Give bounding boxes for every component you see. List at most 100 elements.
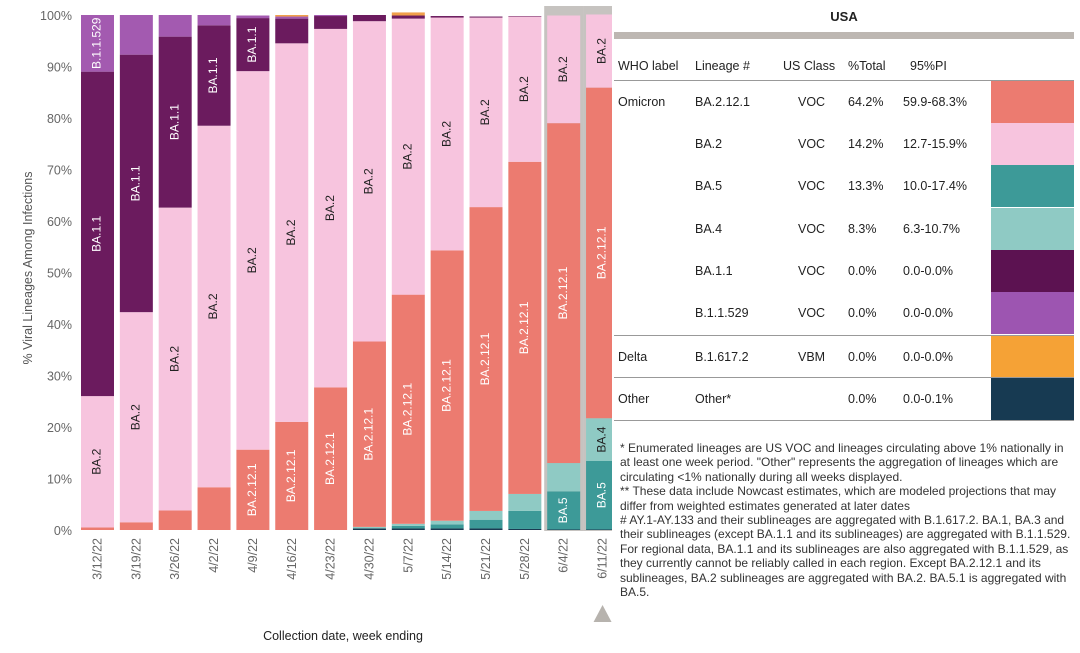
y-tick-label: 10% [47,473,72,487]
color-swatch [991,336,1074,378]
bar-segment-ba-1-1 [236,18,270,72]
bar-segment-ba-2 [236,71,270,450]
bar-label: BA.2.12.1 [245,463,259,516]
bar-segment-ba-2 [469,17,503,208]
bar-segment-ba-4 [586,418,612,461]
table-top-rule [614,32,1074,39]
bar-segment-ba-1-1 [469,16,503,18]
bar-segment-delta [275,15,309,17]
table-cell-usclass: VOC [798,306,826,320]
bar-segment-ba-2-12-1 [81,527,114,530]
bar-label: BA.2 [362,168,376,194]
table-cell-who: Other [618,392,650,406]
x-tick-label: 4/23/22 [324,538,338,580]
bar-segment-ba-2-12-1 [158,510,192,530]
group-separator [614,335,1074,336]
bar-label: BA.4 [595,426,609,452]
table-cell-usclass: VOC [798,264,826,278]
x-tick-label: 5/28/22 [518,538,532,580]
color-swatch [991,250,1074,292]
bar-segment-b-1-1-529 [275,16,309,19]
table-cell-total: 8.3% [848,222,877,236]
header-percent-total: %Total [848,59,886,73]
bar-segment-delta [391,12,425,16]
bar-segment-ba-2-12-1 [236,449,270,530]
bar-label: BA.2 [129,404,143,430]
table-cell-who: Delta [618,350,648,364]
bar-segment-other [430,528,464,530]
bar-label: BA.2.12.1 [595,226,609,279]
y-tick-label: 60% [47,215,72,229]
bar-segment-ba-2-12-1 [508,161,542,494]
bar-label: BA.1.1 [129,165,143,201]
y-tick-label: 80% [47,112,72,126]
header-lineage: Lineage # [695,59,750,73]
y-tick-label: 30% [47,370,72,384]
table-cell-total: 0.0% [848,264,877,278]
bar-segment-ba-2-12-1 [275,421,309,530]
bar-segment-ba-1-1 [81,71,114,397]
table-cell-total: 14.2% [848,137,884,151]
bar-segment-ba-1-1 [391,15,425,19]
x-tick-label: 5/7/22 [401,538,415,573]
bar-label: BA.2 [400,143,414,169]
y-tick-label: 90% [47,61,72,75]
bar-segment-ba-5 [430,524,464,529]
table-cell-total: 0.0% [848,350,877,364]
footnotes: * Enumerated lineages are US VOC and lin… [620,441,1076,599]
bar-segment-ba-2-12-1 [314,387,348,530]
bar-label: BA.1.1 [245,26,259,62]
bar-segment-ba-4 [352,526,386,529]
bar-label: BA.2 [206,293,220,319]
group-separator [614,420,1074,421]
bar-segment-ba-2 [391,18,425,295]
x-tick-label: 3/12/22 [91,538,105,580]
color-swatch [991,292,1074,334]
bar-segment-ba-1-1 [197,25,231,126]
table-cell-pi: 0.0-0.0% [903,350,954,364]
bar-segment-ba-2-12-1 [391,294,425,524]
bar-segment-ba-2-12-1 [352,341,386,527]
y-tick-label: 20% [47,421,72,435]
bar-segment-other [391,528,425,530]
bar-segment-other [469,528,503,530]
x-tick-label: 3/19/22 [129,538,143,580]
header-who-label: WHO label [618,59,679,73]
color-swatch [991,81,1074,123]
bar-segment-other [352,528,386,530]
bar-segment-ba-2 [508,16,542,162]
bar-segment-other [547,529,581,530]
bar-segment-ba-4 [469,510,503,520]
y-tick-label: 70% [47,164,72,178]
y-tick-label: 100% [40,9,72,23]
bar-segment-ba-2 [547,15,581,124]
y-axis-label: % Viral Lineages Among Infections [21,172,35,365]
table-cell-pi: 12.7-15.9% [903,137,967,151]
header-separator [614,80,1074,81]
bar-label: BA.1.1 [167,104,181,140]
bar-segment-ba-1-1 [119,54,153,313]
y-tick-label: 0% [54,524,72,538]
bar-label: BA.2.12.1 [478,332,492,385]
bar-label: BA.2 [439,121,453,147]
bar-label: BA.2 [90,448,104,474]
bar-segment-ba-2 [275,43,309,422]
x-tick-label: 3/26/22 [168,538,182,580]
table-cell-pi: 0.0-0.0% [903,264,954,278]
bar-segment-b-1-1-529 [314,15,348,17]
bar-segment-ba-2 [119,312,153,523]
x-tick-label: 4/16/22 [285,538,299,580]
bar-segment-ba-2 [352,21,386,342]
table-cell-total: 0.0% [848,392,877,406]
bar-segment-ba-5 [508,510,542,529]
x-tick-label: 6/4/22 [557,538,571,573]
table-cell-total: 64.2% [848,95,884,109]
bar-segment-ba-2-12-1 [547,123,581,464]
footnote-double-star: ** These data include Nowcast estimates,… [620,484,1057,513]
x-axis-label: Collection date, week ending [263,629,423,643]
bar-segment-ba-1-1 [158,36,192,208]
bar-label: BA.5 [595,482,609,508]
x-tick-label: 4/9/22 [246,538,260,573]
bar-segment-ba-4 [547,463,581,492]
table-cell-lineage: Other* [695,392,732,406]
